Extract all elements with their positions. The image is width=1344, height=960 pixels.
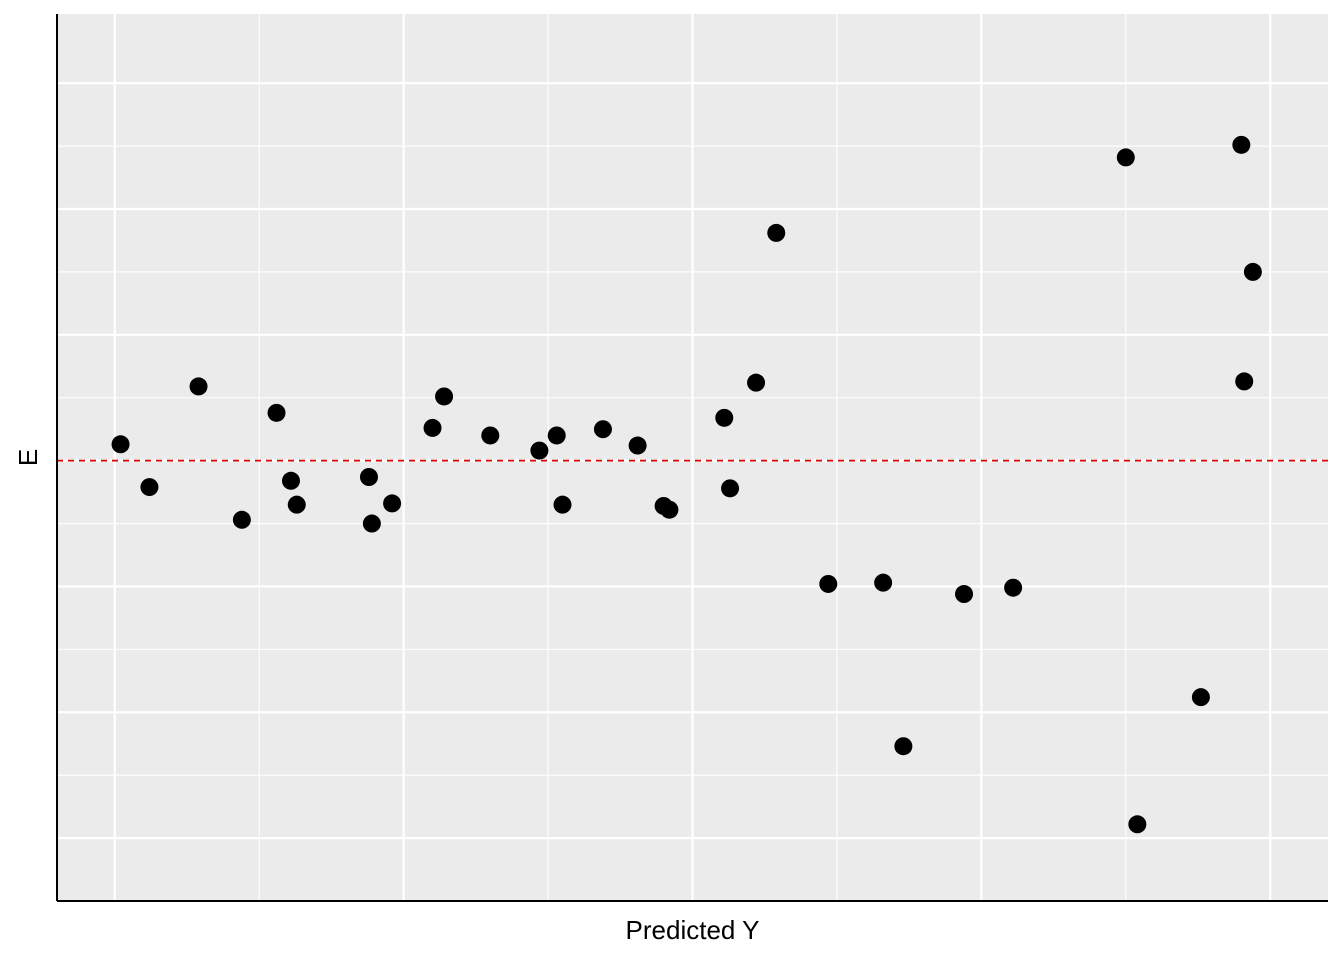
data-points [111,135,1262,834]
data-point-6 [287,495,306,514]
data-point-14 [547,426,566,445]
x-axis-title: Predicted Y [626,915,760,945]
data-point-22 [747,373,766,392]
data-point-0 [111,435,130,454]
data-point-28 [1004,578,1023,597]
data-point-8 [362,514,381,533]
data-point-4 [267,403,286,422]
data-point-19 [660,500,679,519]
data-point-20 [715,408,734,427]
gridlines [57,14,1328,901]
data-point-32 [1232,135,1251,154]
data-point-7 [359,468,378,487]
data-point-13 [530,441,549,460]
data-point-15 [553,495,572,514]
data-point-31 [1191,688,1210,707]
data-point-3 [232,510,251,529]
data-point-34 [1243,262,1262,281]
data-point-12 [481,426,500,445]
data-point-23 [767,223,786,242]
data-point-26 [894,737,913,756]
data-point-5 [281,471,300,490]
data-point-9 [383,494,402,513]
data-point-10 [423,418,442,437]
data-point-16 [593,420,612,439]
y-axis-title: E [13,449,43,466]
data-point-25 [874,573,893,592]
data-point-2 [189,377,208,396]
data-point-21 [721,479,740,498]
data-point-11 [435,387,454,406]
data-point-1 [140,478,159,497]
data-point-27 [955,585,974,604]
data-point-29 [1116,148,1135,167]
data-point-24 [819,574,838,593]
data-point-33 [1235,372,1254,391]
data-point-30 [1128,815,1147,834]
data-point-17 [628,436,647,455]
